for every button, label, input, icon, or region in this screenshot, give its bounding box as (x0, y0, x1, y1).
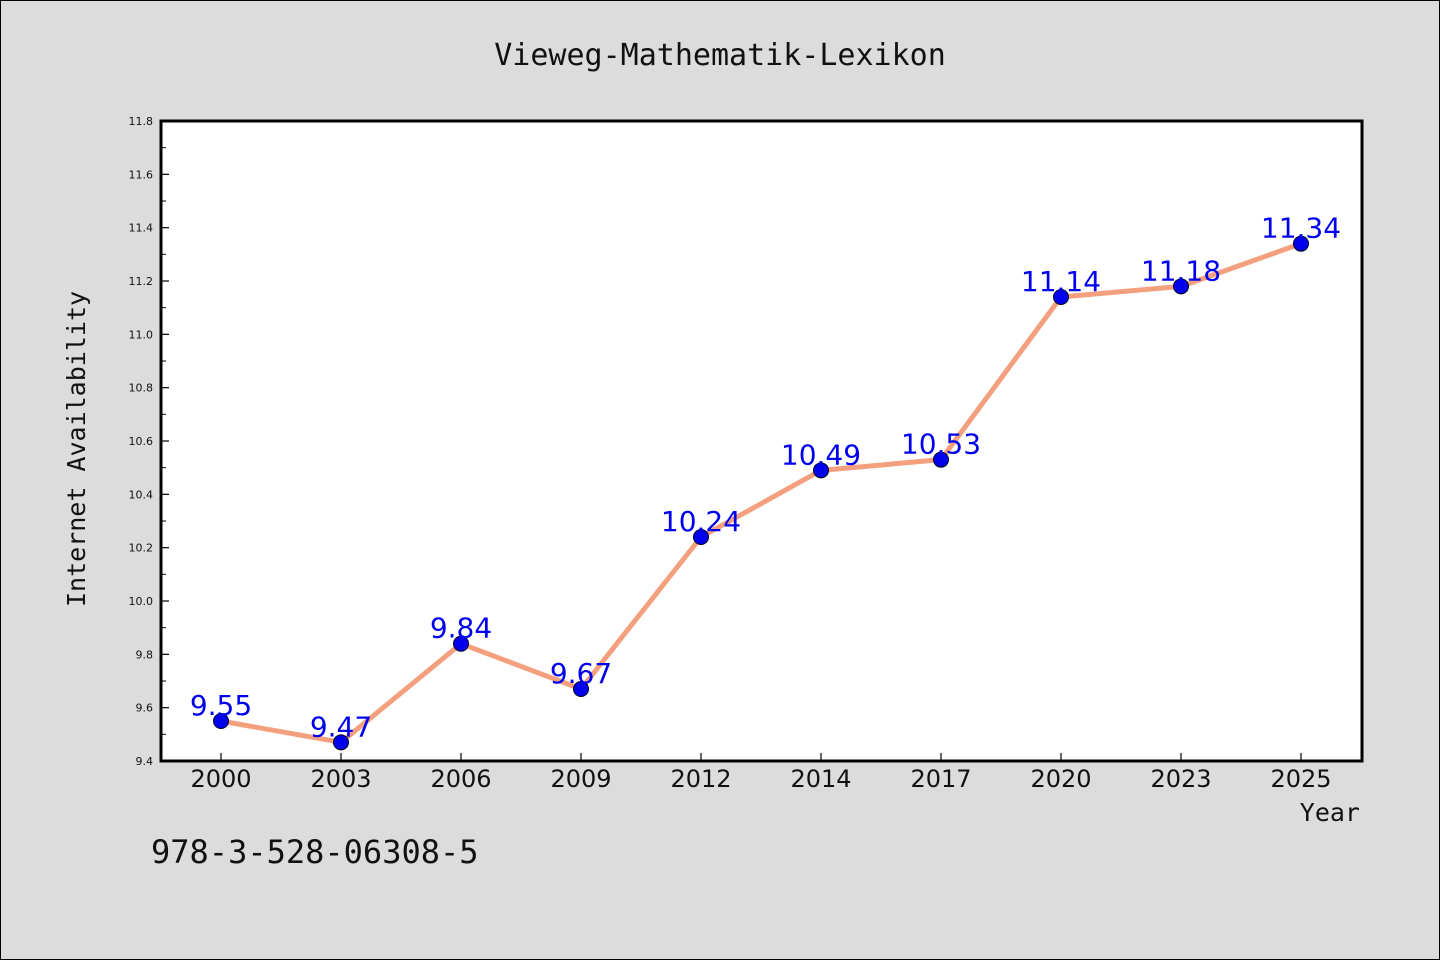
x-tick-label: 2025 (1270, 765, 1331, 793)
data-point (933, 451, 949, 468)
x-axis: 2000 2003 2006 2009 2012 2014 2017 2020 2023 2025 (190, 753, 1332, 793)
data-point (453, 635, 469, 652)
data-point (1173, 278, 1189, 295)
y-tick-label: 11.8 (129, 115, 154, 128)
x-tick-label: 2006 (430, 765, 491, 793)
y-tick-label: 11.0 (129, 328, 154, 341)
y-tick-label: 9.8 (136, 648, 154, 661)
data-label: 11.34 (1261, 212, 1341, 245)
data-point (693, 529, 709, 545)
data-label: 11.18 (1141, 254, 1221, 287)
x-tick-label: 2003 (310, 765, 371, 793)
y-tick-label: 10.8 (129, 382, 154, 395)
data-label: 11.14 (1021, 265, 1101, 298)
x-tick-label: 2020 (1030, 765, 1091, 793)
x-tick-label: 2012 (670, 765, 731, 793)
data-label: 9.67 (550, 657, 612, 690)
y-tick-label: 10.4 (129, 488, 154, 501)
y-tick-label: 11.6 (129, 168, 154, 181)
x-tick-label: 2009 (550, 765, 611, 793)
data-label: 10.49 (781, 438, 861, 471)
data-point (333, 734, 349, 751)
y-tick-label: 9.4 (136, 755, 154, 768)
y-axis-label: Internet Availability (62, 291, 91, 607)
data-point (1293, 235, 1309, 252)
data-label: 10.24 (661, 505, 741, 538)
data-label: 9.55 (190, 689, 252, 722)
plot-area (159, 119, 1364, 763)
data-point (813, 462, 829, 479)
series-line (218, 241, 1304, 745)
y-tick-label: 11.4 (129, 222, 154, 235)
x-tick-label: 2023 (1150, 765, 1211, 793)
x-tick-label: 2017 (910, 765, 971, 793)
x-axis-label: Year (1300, 798, 1360, 827)
series-layer: 9.55 9.47 9.84 9.67 10.24 10.49 10.53 11.14 11.1… (190, 212, 1341, 751)
isbn-text: 978-3-528-06308-5 (151, 833, 479, 871)
y-axis: 9.4 9.6 9.8 10.0 10.2 10.4 10.6 10.8 11.0 11.2 11.… (129, 115, 169, 768)
data-point (1053, 289, 1069, 305)
y-tick-label: 11.2 (129, 275, 154, 288)
data-label: 9.84 (430, 612, 492, 645)
chart-title: Vieweg-Mathematik-Lexikon (494, 38, 946, 73)
x-tick-label: 2014 (790, 765, 851, 793)
y-tick-label: 10.0 (129, 595, 154, 608)
data-label: 10.53 (901, 428, 981, 461)
y-tick-label: 10.6 (129, 435, 154, 448)
x-tick-label: 2000 (190, 765, 251, 793)
data-point (213, 713, 229, 729)
y-tick-label: 10.2 (129, 542, 154, 555)
data-label: 9.47 (310, 710, 372, 743)
y-tick-label: 9.6 (136, 702, 154, 715)
data-point (573, 681, 589, 697)
